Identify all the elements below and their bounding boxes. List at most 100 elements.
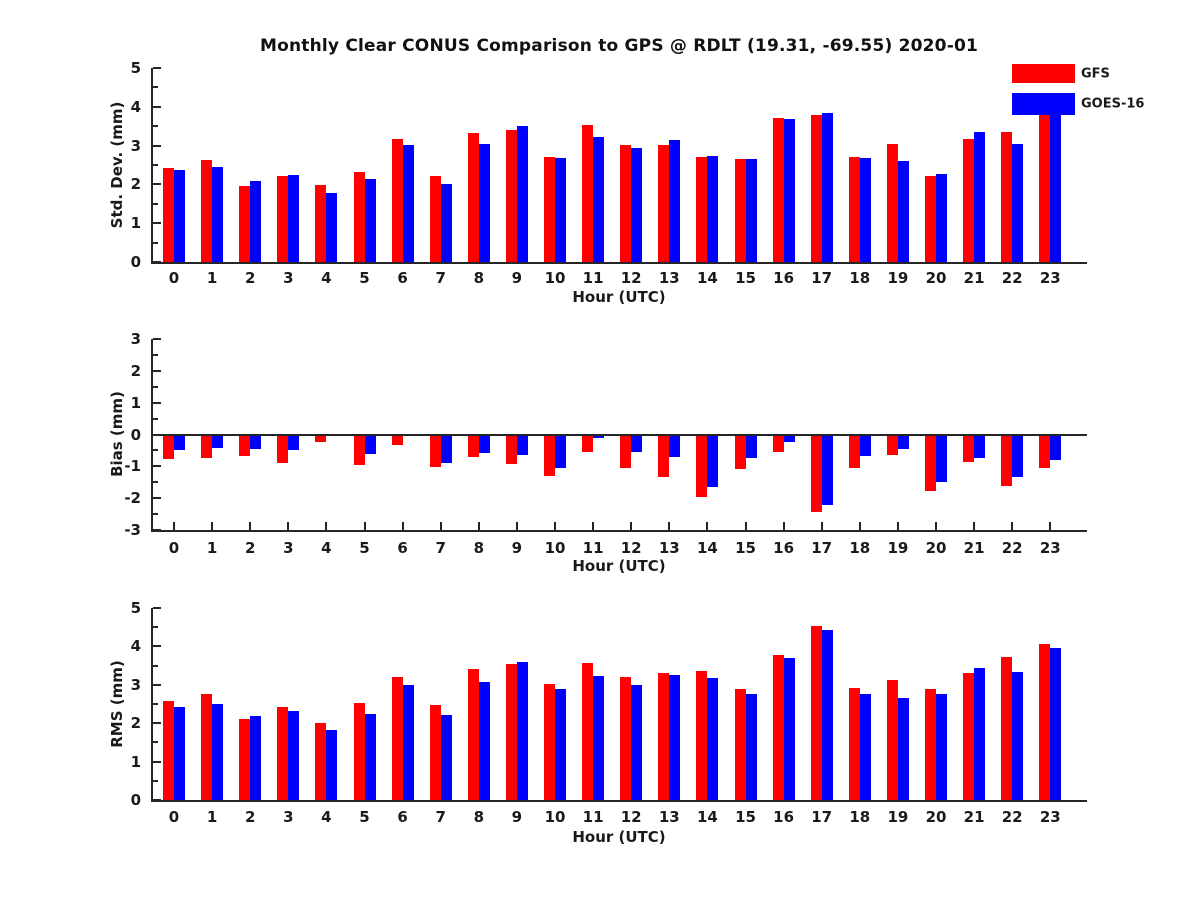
- bar-gfs-hour-11: [582, 434, 594, 452]
- x-tick-label-bias: 16: [773, 539, 795, 557]
- bar-gfs-hour-14: [696, 434, 708, 497]
- bar-gfs-hour-20: [925, 434, 936, 492]
- x-tick-bias: [1011, 522, 1014, 530]
- y-minor-tick-rms: [153, 703, 158, 705]
- ylabel-stddev: Std. Dev. (mm): [108, 101, 126, 229]
- x-tick-label-bias: 21: [963, 539, 985, 557]
- y-tick-label-std-dev: 0: [130, 253, 141, 271]
- x-tick-label-rms: 6: [397, 808, 408, 826]
- y-tick-std-dev: [153, 144, 161, 147]
- bar-goes16-hour-21: [974, 434, 986, 458]
- bar-gfs-hour-14: [696, 157, 708, 262]
- xlabel-bias: Hour (UTC): [572, 557, 666, 575]
- bar-goes16-hour-22: [1012, 671, 1024, 800]
- y-tick-label-bias: -2: [124, 489, 141, 508]
- y-tick-label-bias: -1: [124, 457, 141, 476]
- bar-gfs-hour-17: [810, 434, 822, 512]
- y-minor-tick-rms: [153, 664, 158, 667]
- x-tick-label-bias: 22: [1001, 539, 1023, 557]
- y-axis-spine-bias: [151, 339, 153, 532]
- x-axis-spine-bias: [151, 530, 1087, 532]
- x-tick-label-rms: 22: [1001, 808, 1023, 826]
- x-tick-label-bias: 9: [511, 539, 523, 557]
- bar-gfs-hour-0: [163, 701, 174, 800]
- y-tick-label-std-dev: 4: [130, 97, 141, 116]
- x-tick-label-std-dev: 23: [1039, 269, 1061, 287]
- bar-goes16-hour-20: [936, 694, 947, 800]
- y-tick-label-rms: 4: [130, 637, 141, 656]
- y-tick-rms: [153, 645, 161, 648]
- x-tick-label-rms: 0: [168, 808, 180, 826]
- x-tick-label-rms: 16: [773, 808, 795, 826]
- bar-goes16-hour-13: [669, 434, 681, 458]
- zero-line-bias: [151, 433, 1087, 436]
- x-tick-label-bias: 3: [283, 539, 294, 557]
- x-tick-label-rms: 12: [620, 808, 642, 826]
- y-tick-label-bias: 0: [130, 425, 141, 444]
- x-tick-label-rms: 9: [511, 808, 523, 826]
- bar-gfs-hour-23: [1039, 434, 1051, 468]
- x-tick-bias: [287, 522, 290, 530]
- bar-gfs-hour-16: [772, 654, 784, 800]
- bar-gfs-hour-2: [239, 434, 251, 457]
- bar-goes16-hour-9: [516, 125, 528, 262]
- bar-goes16-hour-17: [821, 630, 833, 800]
- y-tick-label-std-dev: 3: [130, 136, 141, 155]
- x-tick-label-bias: 11: [582, 539, 604, 557]
- x-tick-bias: [858, 522, 861, 530]
- bar-goes16-hour-16: [783, 657, 795, 800]
- y-minor-tick-bias: [153, 353, 158, 356]
- bar-gfs-hour-15: [734, 158, 746, 262]
- bar-gfs-hour-12: [620, 144, 632, 262]
- x-tick-bias: [439, 522, 442, 530]
- x-tick-label-rms: 23: [1039, 808, 1061, 826]
- bar-goes16-hour-1: [212, 166, 224, 262]
- x-tick-label-rms: 4: [321, 808, 332, 826]
- y-minor-tick-bias: [153, 449, 158, 452]
- bar-gfs-hour-8: [467, 668, 479, 800]
- legend-label-gfs: GFS: [1081, 66, 1110, 82]
- bar-goes16-hour-23: [1050, 434, 1062, 460]
- y-tick-label-std-dev: 5: [130, 59, 141, 77]
- y-minor-tick-rms: [153, 741, 158, 744]
- x-tick-label-std-dev: 20: [925, 269, 947, 287]
- bar-gfs-hour-14: [696, 670, 708, 800]
- x-tick-label-std-dev: 18: [849, 269, 871, 287]
- bar-goes16-hour-7: [440, 184, 452, 262]
- x-tick-label-bias: 6: [397, 539, 408, 557]
- x-tick-label-std-dev: 21: [963, 269, 985, 287]
- x-tick-label-bias: 14: [696, 539, 718, 557]
- bar-gfs-hour-8: [467, 133, 479, 262]
- bar-gfs-hour-4: [315, 722, 327, 800]
- bar-goes16-hour-1: [212, 704, 224, 800]
- bar-goes16-hour-0: [174, 170, 185, 262]
- x-tick-bias: [325, 522, 328, 530]
- x-tick-label-std-dev: 14: [696, 269, 718, 287]
- x-tick-label-bias: 20: [925, 539, 947, 557]
- bar-goes16-hour-5: [364, 178, 376, 262]
- x-tick-label-bias: 13: [658, 539, 680, 557]
- x-tick-label-bias: 1: [206, 539, 218, 557]
- y-minor-tick-bias: [153, 481, 158, 484]
- bar-gfs-hour-2: [239, 186, 251, 262]
- bar-gfs-hour-5: [353, 172, 365, 262]
- bar-gfs-hour-17: [810, 114, 822, 262]
- bar-goes16-hour-23: [1050, 648, 1062, 800]
- y-tick-std-dev: [153, 183, 161, 186]
- y-tick-rms: [153, 760, 161, 763]
- x-tick-label-rms: 7: [435, 808, 446, 826]
- bar-gfs-hour-9: [505, 434, 517, 464]
- bar-gfs-hour-7: [429, 176, 441, 262]
- bar-gfs-hour-18: [848, 156, 860, 262]
- x-tick-label-bias: 5: [359, 539, 370, 557]
- bar-goes16-hour-22: [1012, 434, 1024, 477]
- bar-goes16-hour-20: [936, 434, 947, 482]
- x-tick-label-std-dev: 7: [435, 269, 446, 287]
- x-tick-bias: [1049, 522, 1052, 530]
- bar-goes16-hour-18: [859, 694, 871, 800]
- y-minor-tick-std-dev: [153, 202, 158, 205]
- bar-gfs-hour-3: [277, 707, 289, 800]
- bar-goes16-hour-19: [897, 434, 909, 449]
- x-tick-bias: [744, 522, 747, 530]
- legend-label-goes16: GOES-16: [1081, 96, 1145, 112]
